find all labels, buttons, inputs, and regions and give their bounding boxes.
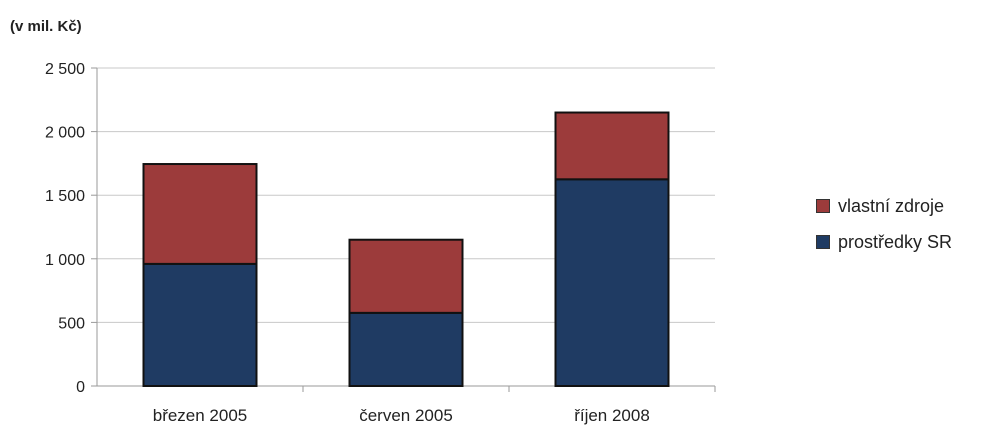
legend-swatch	[816, 235, 830, 249]
legend-item: prostředky SR	[816, 224, 952, 260]
legend-label: vlastní zdroje	[838, 195, 945, 216]
x-category-label: červen 2005	[359, 406, 453, 425]
legend-item: vlastní zdroje	[816, 188, 952, 224]
x-category-label: říjen 2008	[574, 406, 650, 425]
bar-segment	[142, 262, 258, 387]
x-category-label: březen 2005	[153, 406, 248, 425]
unit-label: (v mil. Kč)	[10, 18, 82, 35]
bar-segment	[142, 163, 258, 265]
y-tick-label: 2 000	[45, 125, 85, 142]
bar-segment	[554, 178, 670, 387]
y-tick-label: 1 000	[45, 252, 85, 269]
legend: vlastní zdroje prostředky SR	[816, 188, 952, 260]
legend-swatch	[816, 199, 830, 213]
bar-segment	[554, 111, 670, 181]
y-tick-label: 1 500	[45, 188, 85, 205]
bar-segment	[348, 311, 464, 387]
y-tick-label: 0	[76, 379, 85, 396]
legend-label: prostředky SR	[838, 231, 953, 252]
bar-segment	[348, 238, 464, 314]
y-tick-label: 500	[58, 315, 85, 332]
y-tick-label: 2 500	[45, 61, 85, 78]
